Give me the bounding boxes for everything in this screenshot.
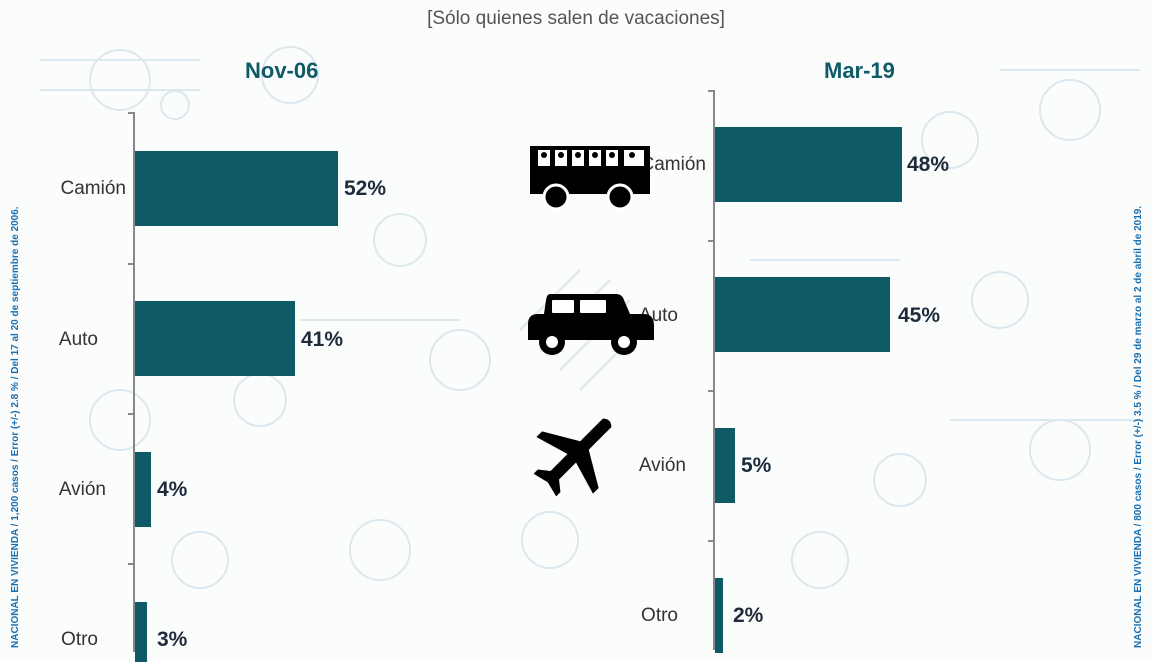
bar-auto-mar-19 — [715, 277, 890, 352]
category-label: Avión — [638, 455, 686, 476]
bar-avion-nov-06 — [135, 452, 151, 527]
category-label: Camión — [640, 154, 706, 175]
axis-tick — [128, 563, 134, 565]
bar-otro-nov-06 — [135, 602, 147, 662]
value-label: 41% — [301, 328, 344, 351]
axis-tick — [128, 263, 134, 265]
value-label: 4% — [157, 478, 188, 501]
bar-camion-nov-06 — [135, 151, 338, 226]
category-label: Camión — [60, 178, 126, 199]
y-axis-mar-19 — [713, 90, 715, 650]
value-label: 52% — [344, 177, 387, 200]
category-label: Otro — [641, 605, 678, 626]
chart-subtitle: [Sólo quienes salen de vacaciones] — [427, 8, 725, 29]
bar-avion-mar-19 — [715, 428, 735, 503]
airplane-icon — [533, 418, 612, 497]
y-axis-nov-06 — [133, 112, 135, 652]
chart-title-nov-06: Nov-06 — [245, 58, 319, 83]
category-label: Avión — [58, 479, 106, 500]
bar-auto-nov-06 — [135, 301, 295, 376]
axis-tick — [128, 413, 134, 415]
axis-tick — [708, 390, 714, 392]
axis-tick — [128, 112, 134, 114]
bus-icon — [530, 146, 650, 210]
chart-title-mar-19: Mar-19 — [824, 58, 895, 83]
right-methodology-note: NACIONAL EN VIVIENDA / 800 casos / Error… — [1133, 205, 1144, 648]
axis-tick — [708, 540, 714, 542]
value-label: 2% — [733, 604, 764, 627]
left-methodology-note: NACIONAL EN VIVIENDA / 1,200 casos / Err… — [10, 206, 21, 648]
bar-otro-mar-19 — [715, 578, 723, 653]
axis-tick — [708, 90, 714, 92]
value-label: 3% — [157, 628, 188, 651]
bar-camion-mar-19 — [715, 127, 902, 202]
value-label: 48% — [907, 153, 950, 176]
car-icon — [528, 294, 654, 355]
category-label: Otro — [61, 629, 98, 650]
value-label: 5% — [741, 454, 772, 477]
value-label: 45% — [898, 304, 941, 327]
category-label: Auto — [58, 329, 98, 350]
axis-tick — [708, 240, 714, 242]
